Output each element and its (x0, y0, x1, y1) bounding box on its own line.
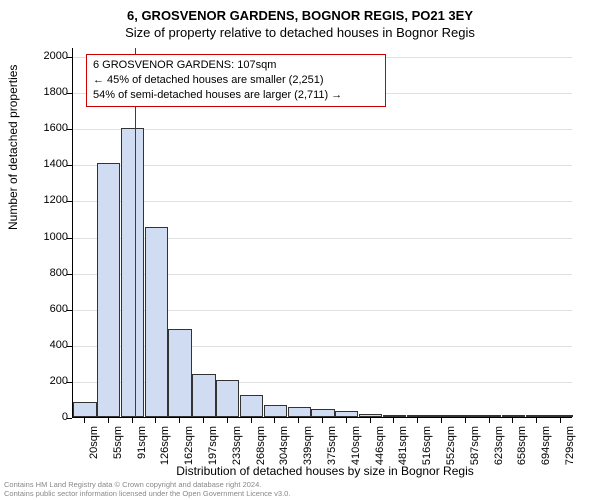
histogram-bar (240, 395, 263, 417)
x-tick-label: 304sqm (278, 426, 290, 476)
histogram-bar (168, 329, 191, 417)
x-tick-label: 623sqm (493, 426, 505, 476)
grid-line (73, 201, 572, 202)
y-tick-label: 600 (28, 303, 68, 315)
x-tick-mark (536, 418, 537, 423)
x-tick-mark (346, 418, 347, 423)
x-tick-label: 516sqm (421, 426, 433, 476)
y-tick-label: 400 (28, 339, 68, 351)
x-tick-label: 126sqm (159, 426, 171, 476)
y-tick-mark (67, 310, 72, 311)
x-tick-label: 552sqm (445, 426, 457, 476)
histogram-bar (97, 163, 120, 417)
x-tick-mark (489, 418, 490, 423)
x-tick-label: 446sqm (374, 426, 386, 476)
x-tick-label: 91sqm (136, 426, 148, 476)
x-tick-mark (251, 418, 252, 423)
x-tick-mark (560, 418, 561, 423)
grid-line (73, 165, 572, 166)
x-tick-mark (393, 418, 394, 423)
histogram-bar (430, 415, 453, 417)
annotation-line-1: 6 GROSVENOR GARDENS: 107sqm (93, 58, 379, 73)
y-tick-label: 1200 (28, 194, 68, 206)
annotation-box: 6 GROSVENOR GARDENS: 107sqm ← 45% of det… (86, 54, 386, 107)
x-tick-label: 481sqm (397, 426, 409, 476)
y-tick-mark (67, 57, 72, 58)
y-tick-mark (67, 346, 72, 347)
y-axis-label: Number of detached properties (6, 65, 20, 230)
histogram-bar (549, 415, 572, 417)
x-tick-label: 268sqm (255, 426, 267, 476)
histogram-bar (407, 415, 430, 417)
y-tick-label: 800 (28, 267, 68, 279)
histogram-bar (311, 409, 334, 417)
x-tick-label: 20sqm (88, 426, 100, 476)
x-tick-mark (227, 418, 228, 423)
x-tick-label: 55sqm (112, 426, 124, 476)
y-tick-mark (67, 418, 72, 419)
histogram-bar (121, 128, 144, 417)
y-tick-mark (67, 93, 72, 94)
histogram-bar (216, 380, 239, 417)
x-tick-mark (417, 418, 418, 423)
footer-line-2: Contains public sector information licen… (4, 489, 290, 498)
histogram-bar (383, 415, 406, 417)
x-tick-label: 410sqm (350, 426, 362, 476)
x-tick-label: 729sqm (564, 426, 576, 476)
footer-attribution: Contains HM Land Registry data © Crown c… (4, 480, 290, 498)
x-tick-mark (274, 418, 275, 423)
annotation-line-2: ← 45% of detached houses are smaller (2,… (93, 73, 379, 88)
y-tick-label: 0 (28, 411, 68, 423)
y-tick-mark (67, 201, 72, 202)
histogram-bar (288, 407, 311, 417)
x-tick-label: 658sqm (516, 426, 528, 476)
histogram-bar (335, 411, 358, 417)
x-tick-label: 197sqm (207, 426, 219, 476)
y-tick-label: 1600 (28, 122, 68, 134)
x-tick-mark (155, 418, 156, 423)
x-tick-label: 587sqm (469, 426, 481, 476)
x-tick-mark (298, 418, 299, 423)
x-tick-label: 233sqm (231, 426, 243, 476)
y-tick-mark (67, 238, 72, 239)
x-tick-label: 339sqm (302, 426, 314, 476)
footer-line-1: Contains HM Land Registry data © Crown c… (4, 480, 290, 489)
x-tick-label: 694sqm (540, 426, 552, 476)
x-tick-label: 375sqm (326, 426, 338, 476)
histogram-bar (145, 227, 168, 417)
x-tick-mark (441, 418, 442, 423)
histogram-bar (359, 414, 382, 417)
x-tick-mark (465, 418, 466, 423)
grid-line (73, 129, 572, 130)
x-tick-mark (108, 418, 109, 423)
x-tick-mark (370, 418, 371, 423)
annotation-line-3: 54% of semi-detached houses are larger (… (93, 88, 379, 103)
y-tick-label: 1000 (28, 231, 68, 243)
y-tick-mark (67, 382, 72, 383)
chart-title-sub: Size of property relative to detached ho… (0, 23, 600, 40)
histogram-bar (192, 374, 215, 417)
y-tick-mark (67, 165, 72, 166)
y-tick-label: 2000 (28, 50, 68, 62)
histogram-bar (526, 415, 549, 417)
y-tick-mark (67, 129, 72, 130)
chart-container: 6, GROSVENOR GARDENS, BOGNOR REGIS, PO21… (0, 0, 600, 500)
x-tick-mark (132, 418, 133, 423)
y-tick-label: 1400 (28, 158, 68, 170)
y-tick-label: 1800 (28, 86, 68, 98)
histogram-bar (264, 405, 287, 417)
chart-title-main: 6, GROSVENOR GARDENS, BOGNOR REGIS, PO21… (0, 0, 600, 23)
x-tick-mark (203, 418, 204, 423)
histogram-bar (478, 415, 501, 417)
y-tick-mark (67, 274, 72, 275)
x-tick-mark (512, 418, 513, 423)
x-tick-mark (179, 418, 180, 423)
histogram-bar (502, 415, 525, 417)
x-tick-mark (322, 418, 323, 423)
x-tick-mark (84, 418, 85, 423)
y-tick-label: 200 (28, 375, 68, 387)
histogram-bar (73, 402, 96, 417)
x-tick-label: 162sqm (183, 426, 195, 476)
histogram-bar (454, 415, 477, 417)
